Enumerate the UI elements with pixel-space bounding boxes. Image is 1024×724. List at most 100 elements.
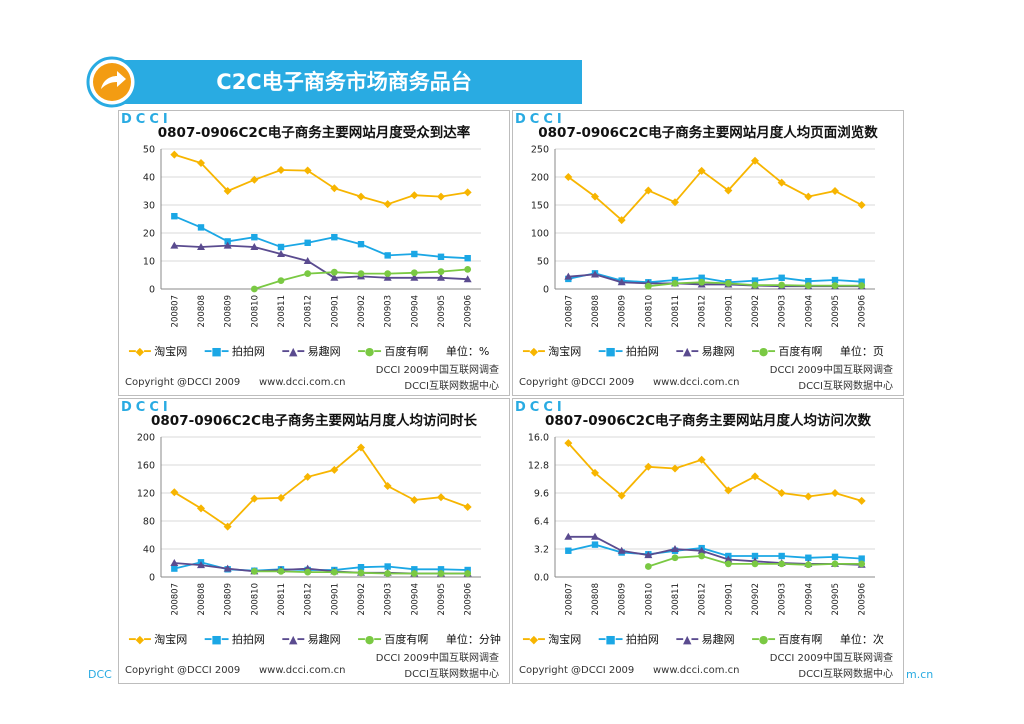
data-point-taobao — [644, 186, 653, 195]
x-tick-label: 200808 — [591, 295, 601, 327]
data-point-baidu — [778, 560, 786, 568]
y-tick-label: 20 — [143, 229, 155, 240]
y-tick-label: 12.8 — [528, 461, 549, 472]
chart-legend: ━◆━ 淘宝网 ━■━ 拍拍网 ━▲━ 易趣网 ━●━ 百度有啊 单位：页 — [523, 343, 897, 358]
data-point-baidu — [698, 278, 706, 286]
chart-panel-reach: 0807-0906C2C电子商务主要网站月度受众到达率 0 10 20 30 40 50 2… — [118, 110, 510, 396]
data-point-paipai — [437, 253, 445, 260]
data-point-paipai — [778, 274, 785, 281]
data-point-taobao — [437, 493, 445, 502]
data-point-yiqu — [564, 532, 573, 540]
data-point-taobao — [170, 150, 179, 159]
y-tick-label: 0 — [543, 285, 549, 296]
x-tick-label: 200807 — [564, 295, 574, 327]
data-point-baidu — [357, 569, 365, 577]
data-point-taobao — [777, 489, 786, 497]
data-point-taobao — [564, 173, 573, 181]
data-point-baidu — [464, 266, 472, 273]
data-point-paipai — [565, 547, 572, 554]
page-footer-left: DCC — [88, 668, 112, 681]
y-tick-label: 200 — [531, 173, 549, 184]
data-point-yiqu — [250, 243, 259, 250]
copyright-text: Copyright @DCCI 2009 — [125, 665, 241, 676]
data-point-yiqu — [644, 551, 653, 559]
series-line-taobao — [567, 159, 863, 222]
dcci-logo: DCCI — [515, 112, 562, 125]
data-point-yiqu — [223, 241, 232, 249]
data-point-taobao — [697, 166, 706, 175]
data-point-yiqu — [223, 564, 232, 572]
x-tick-label: 200808 — [197, 583, 207, 615]
data-point-yiqu — [170, 241, 179, 249]
data-point-taobao — [591, 192, 599, 201]
data-point-paipai — [411, 250, 418, 258]
x-tick-label: 200901 — [724, 295, 734, 327]
data-center-label: DCCI互联网数据中心 — [404, 381, 499, 392]
chart-legend: ━◆━ 淘宝网 ━■━ 拍拍网 ━▲━ 易趣网 ━●━ 百度有啊 单位：分钟 — [129, 631, 503, 646]
y-tick-label: 100 — [531, 229, 549, 240]
y-tick-label: 120 — [137, 489, 155, 500]
y-tick-label: 9.6 — [534, 489, 549, 500]
y-tick-label: 3.2 — [534, 545, 549, 556]
legend-paipai: ━■━ 拍拍网 — [204, 633, 265, 646]
page-title: C2C电子商务市场商务品台 — [216, 70, 472, 94]
legend-yiqu: ━▲━ 易趣网 — [282, 633, 341, 646]
website-link[interactable]: www.dcci.com.cn — [653, 665, 740, 676]
x-tick-label: 200904 — [410, 295, 420, 327]
legend-paipai: ━■━ 拍拍网 — [204, 345, 265, 358]
data-point-paipai — [411, 566, 418, 573]
data-point-baidu — [831, 282, 839, 290]
copyright-text: Copyright @DCCI 2009 — [519, 665, 635, 676]
series-line-paipai — [173, 215, 468, 260]
website-link[interactable]: www.dcci.com.cn — [259, 665, 346, 676]
data-point-taobao — [831, 187, 839, 195]
data-point-paipai — [858, 278, 865, 285]
x-tick-label: 200902 — [751, 583, 761, 615]
data-point-baidu — [778, 281, 786, 289]
website-link[interactable]: www.dcci.com.cn — [259, 377, 346, 388]
data-point-taobao — [223, 522, 232, 531]
data-point-baidu — [644, 282, 652, 290]
data-point-taobao — [330, 465, 339, 474]
data-point-taobao — [250, 175, 259, 184]
x-tick-label: 200901 — [330, 295, 340, 327]
data-point-paipai — [357, 564, 365, 571]
website-link[interactable]: www.dcci.com.cn — [653, 377, 740, 388]
data-point-paipai — [437, 566, 445, 573]
survey-label: DCCI 2009中国互联网调查 — [769, 653, 893, 664]
data-point-yiqu — [463, 275, 472, 283]
data-point-taobao — [724, 486, 733, 495]
data-point-baidu — [250, 285, 258, 293]
data-point-taobao — [303, 166, 312, 175]
dcci-logo: DCCI — [121, 400, 168, 413]
dcci-logo: DCCI — [515, 400, 562, 413]
svg-text:DCCI: DCCI — [121, 112, 172, 125]
data-point-paipai — [251, 234, 258, 241]
x-tick-label: 200809 — [618, 583, 628, 615]
x-tick-label: 200902 — [357, 583, 367, 615]
data-point-taobao — [357, 192, 365, 201]
unit-label: 单位：页 — [839, 345, 884, 358]
data-point-yiqu — [437, 273, 445, 281]
x-tick-label: 200906 — [464, 583, 474, 615]
data-point-yiqu — [277, 250, 285, 257]
data-point-paipai — [751, 277, 759, 284]
data-point-baidu — [410, 269, 418, 277]
data-point-baidu — [277, 568, 285, 575]
data-point-baidu — [724, 560, 732, 568]
line-chart-reach: 0 10 20 30 40 50 200807 200808 200809 200810 20081… — [143, 145, 481, 327]
data-point-taobao — [751, 472, 759, 481]
chart-panel-duration: 0807-0906C2C电子商务主要网站月度人均访问时长 0 40 80 120 160… — [118, 398, 510, 684]
series-line-taobao — [173, 446, 469, 528]
data-point-yiqu — [197, 561, 205, 569]
data-point-taobao — [463, 503, 472, 511]
data-point-yiqu — [591, 532, 599, 540]
data-point-taobao — [330, 184, 339, 193]
x-tick-label: 200807 — [170, 583, 180, 615]
data-point-paipai — [831, 276, 839, 284]
survey-label: DCCI 2009中国互联网调查 — [375, 365, 499, 376]
data-point-taobao — [357, 443, 365, 452]
y-tick-label: 30 — [143, 201, 155, 212]
y-tick-label: 50 — [143, 145, 155, 156]
y-tick-label: 200 — [137, 433, 155, 444]
